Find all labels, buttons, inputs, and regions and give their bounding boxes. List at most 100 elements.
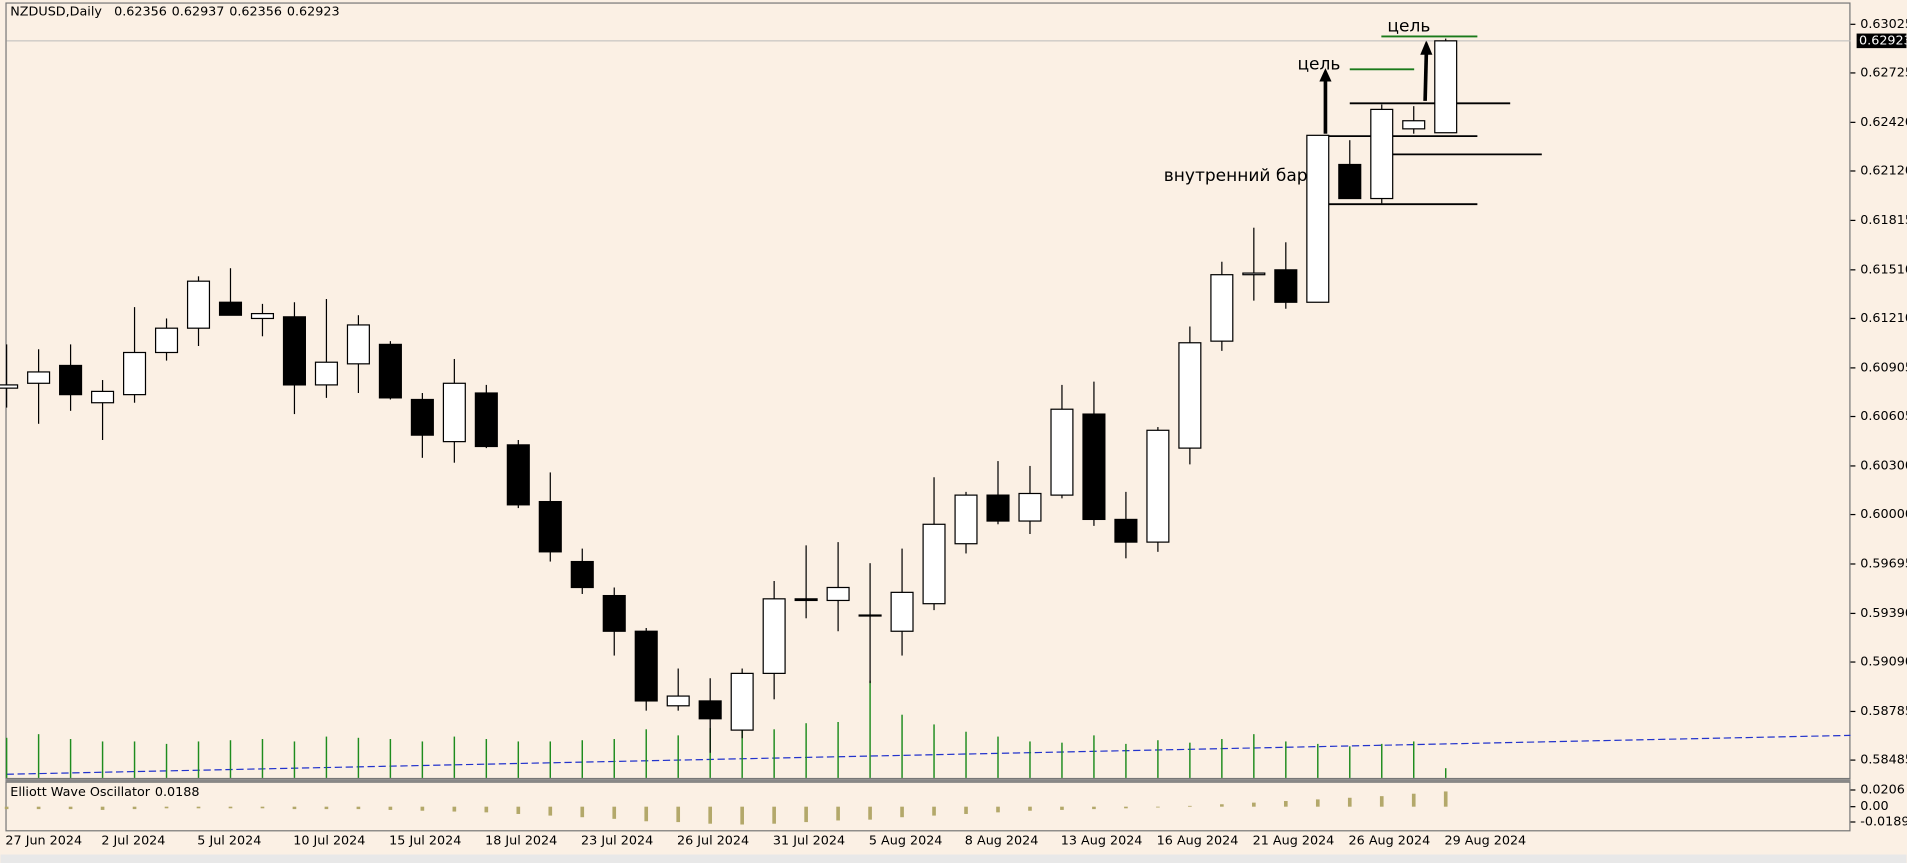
candle-body — [27, 371, 51, 384]
oscillator-bar — [868, 806, 872, 820]
candle-body — [538, 500, 562, 553]
candle-body — [1242, 272, 1266, 276]
oscillator-bar — [548, 806, 553, 816]
oscillator-bar — [420, 806, 425, 811]
oscillator-bar — [4, 806, 9, 810]
candle-body — [314, 361, 338, 386]
candle-body — [1018, 492, 1042, 522]
oscillator-bar — [1156, 806, 1160, 808]
y-tick-label: 0.62725 — [1860, 65, 1907, 80]
candle-body — [218, 301, 243, 316]
oscillator-bar — [772, 806, 776, 824]
candle-body — [442, 382, 466, 443]
oscillator-bar — [388, 806, 393, 810]
ohlc-value: 0.62356 — [114, 5, 167, 20]
candle-body — [282, 316, 306, 386]
x-tick-label: 10 Jul 2024 — [293, 834, 365, 849]
oscillator-bar — [580, 806, 585, 818]
oscillator-bar — [1315, 799, 1320, 807]
oscillator-bar — [228, 806, 233, 809]
x-tick-label: 15 Jul 2024 — [389, 834, 461, 849]
scrollbar[interactable] — [0, 854, 1907, 863]
oscillator-bar — [1028, 806, 1032, 811]
oscillator-bar — [900, 806, 904, 818]
candle-body — [123, 351, 147, 396]
oscillator-bar — [516, 806, 521, 814]
oscillator-bar — [484, 806, 489, 813]
candle-body — [1210, 274, 1234, 342]
current-price-label: 0.62923 — [1859, 33, 1907, 48]
oscillator-bar — [1379, 796, 1384, 807]
symbol-title: NZDUSD,Daily — [10, 5, 102, 20]
oscillator-bar — [1188, 805, 1192, 807]
candle-body — [186, 280, 211, 329]
candle-body — [1274, 269, 1298, 303]
oscillator-bar — [452, 806, 457, 812]
candle-body — [1050, 408, 1074, 496]
x-tick-label: 8 Aug 2024 — [965, 834, 1039, 849]
oscillator-bar — [260, 806, 265, 809]
x-tick-label: 26 Aug 2024 — [1349, 834, 1431, 849]
candle-body — [1178, 342, 1202, 449]
candle-body — [666, 695, 690, 707]
oscillator-value: 0.0188 — [155, 785, 200, 800]
candle-body — [1082, 413, 1106, 521]
osc-y-tick-label: 0.0206 — [1860, 782, 1905, 797]
candle-body — [1306, 134, 1330, 303]
candle-body — [634, 630, 658, 702]
oscillator-bar — [1443, 791, 1448, 807]
ohlc-value: 0.62923 — [287, 5, 340, 20]
oscillator-bar — [964, 806, 968, 814]
annotation: внутренний бар — [1164, 166, 1308, 186]
arrow[interactable] — [1423, 53, 1429, 101]
oscillator-bar — [292, 806, 297, 810]
y-tick-label: 0.58785 — [1860, 704, 1907, 719]
x-tick-label: 13 Aug 2024 — [1061, 834, 1143, 849]
annotation: цель — [1387, 17, 1430, 37]
candle-body — [378, 343, 402, 399]
oscillator-bar — [356, 806, 361, 810]
x-tick-label: 29 Aug 2024 — [1444, 834, 1526, 849]
oscillator-bar — [804, 806, 808, 823]
candle-body — [890, 591, 914, 632]
ohlc-value: 0.62356 — [229, 5, 282, 20]
oscillator-bar — [612, 806, 617, 819]
osc-y-tick-label: 0.00 — [1860, 799, 1888, 814]
drawings — [1316, 35, 1542, 206]
oscillator-bar — [1060, 806, 1064, 810]
candle-body — [474, 392, 498, 448]
arrow-head — [1420, 40, 1433, 55]
candle-body — [794, 598, 818, 602]
oscillator-bar — [1124, 806, 1128, 809]
current-price-box — [1856, 33, 1907, 49]
y-tick-label: 0.60605 — [1860, 409, 1907, 424]
candle-body — [954, 494, 978, 545]
x-tick-label: 16 Aug 2024 — [1157, 834, 1239, 849]
x-tick-label: 21 Aug 2024 — [1253, 834, 1335, 849]
x-tick-label: 31 Jul 2024 — [773, 834, 845, 849]
oscillator-bar — [1252, 802, 1256, 807]
candle-body — [730, 672, 754, 731]
x-tick-label: 5 Aug 2024 — [869, 834, 943, 849]
arrow-head — [1319, 68, 1332, 82]
candle-body — [602, 594, 626, 632]
candle-body — [922, 523, 946, 605]
candle-body — [1434, 40, 1458, 134]
candle-body — [570, 560, 594, 589]
ohlc-value: 0.62937 — [172, 5, 225, 20]
oscillator-panel — [5, 781, 1851, 832]
oscillator-bar — [68, 806, 73, 810]
x-tick-label: 5 Jul 2024 — [197, 834, 261, 849]
candle-body — [826, 586, 850, 602]
candle-body — [91, 390, 115, 404]
oscillator-bar — [36, 806, 41, 810]
oscillator-bar — [644, 806, 649, 822]
